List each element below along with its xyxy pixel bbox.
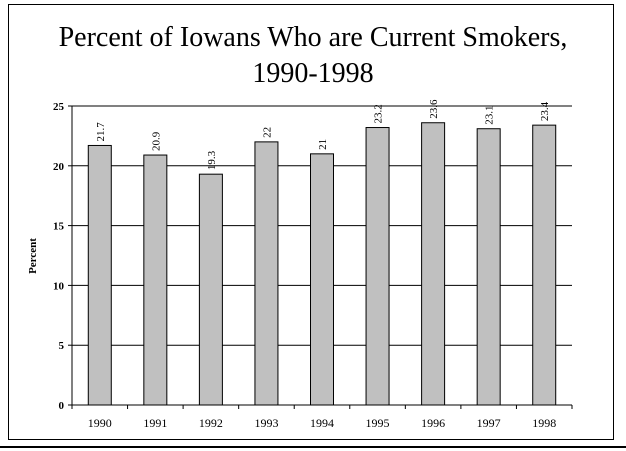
data-label-1992: 19.3 (206, 150, 218, 170)
data-label-1990: 21.7 (95, 122, 107, 142)
y-tick-label-5: 5 (59, 340, 65, 352)
y-tick-label-10: 10 (53, 280, 65, 292)
bar-1995 (365, 127, 390, 406)
x-tick-label-1997: 1997 (477, 416, 501, 430)
bar-1991 (143, 154, 168, 406)
x-tick-label-1990: 1990 (88, 416, 112, 430)
x-tick-label-1996: 1996 (421, 416, 445, 430)
data-label-1998: 23.4 (539, 101, 551, 121)
data-label-1993: 22 (261, 127, 273, 138)
x-tick-label-1991: 1991 (143, 416, 167, 430)
bar-1993 (254, 141, 279, 406)
y-axis-title: Percent (27, 238, 39, 274)
x-tick-label-1994: 1994 (310, 416, 334, 430)
y-tick-label-20: 20 (53, 161, 65, 173)
y-tick-label-0: 0 (59, 400, 65, 412)
data-label-1996: 23.6 (428, 99, 440, 119)
x-tick-label-1992: 1992 (199, 416, 223, 430)
x-tick-label-1998: 1998 (532, 416, 556, 430)
labels: 0 5 10 15 20 25 21.7 1990 20.9 1991 19.3 1992 22 1993… (27, 99, 556, 430)
x-tick-label-1993: 1993 (254, 416, 278, 430)
x-tick-label-1995: 1995 (366, 416, 390, 430)
bar-1996 (421, 122, 446, 406)
data-label-1991: 20.9 (150, 131, 162, 151)
bar-1998 (532, 124, 557, 406)
chart-title: Percent of Iowans Who are Current Smoker… (58, 22, 568, 89)
y-tick-label-15: 15 (53, 221, 65, 233)
data-label-1995: 23.2 (373, 104, 385, 123)
bar-1992 (198, 173, 223, 406)
data-label-1994: 21 (317, 139, 329, 150)
bar-1990 (87, 144, 112, 406)
bars (87, 122, 557, 406)
data-label-1997: 23.1 (484, 105, 496, 124)
bar-1997 (476, 128, 501, 406)
axes (68, 105, 573, 409)
y-tick-label-25: 25 (53, 101, 65, 113)
bottom-rule (0, 446, 626, 448)
bar-1994 (310, 153, 334, 406)
